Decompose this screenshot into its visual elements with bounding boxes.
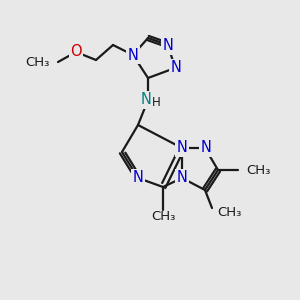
Text: N: N	[128, 47, 138, 62]
Text: CH₃: CH₃	[26, 56, 50, 68]
Text: N: N	[171, 61, 182, 76]
Text: N: N	[177, 170, 188, 185]
Text: H: H	[152, 97, 160, 110]
Text: CH₃: CH₃	[151, 211, 175, 224]
Text: O: O	[70, 44, 82, 59]
Text: CH₃: CH₃	[217, 206, 242, 220]
Text: N: N	[177, 140, 188, 155]
Text: CH₃: CH₃	[246, 164, 270, 176]
Text: N: N	[163, 38, 173, 53]
Text: N: N	[141, 92, 152, 107]
Text: N: N	[133, 170, 143, 185]
Text: N: N	[201, 140, 212, 155]
